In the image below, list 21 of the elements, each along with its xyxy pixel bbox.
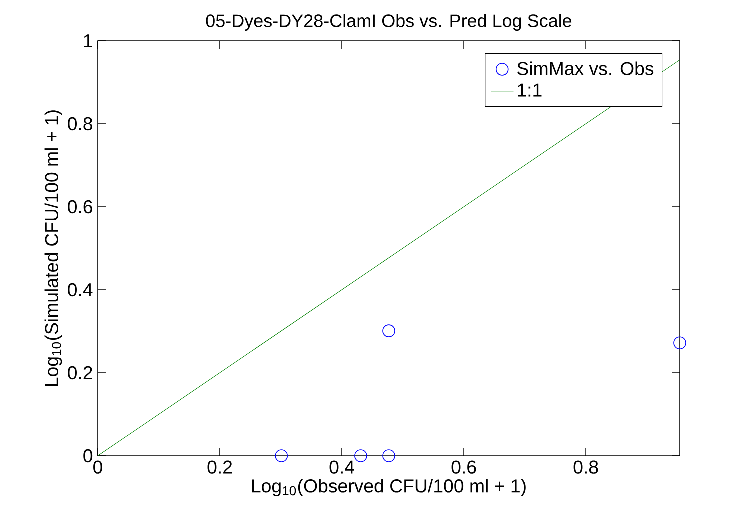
legend-label: 1:1 [518, 84, 542, 97]
y-axis-title: Log$_{10}$(Simulated CFU/100 ml + 1) [44, 110, 62, 386]
point [382, 324, 396, 338]
x-axis-title: Log$_{10}$(Observed CFU/100 ml + 1) [252, 479, 526, 496]
x-tick-label: 0.8 [574, 460, 598, 474]
point [674, 336, 686, 350]
point [275, 450, 288, 462]
y-tick-label: 0.8 [68, 117, 92, 131]
point [354, 450, 368, 462]
x-tick-label: 0.6 [452, 460, 476, 474]
y-tick-label: 0.4 [68, 283, 93, 297]
x-tick-label: 0.4 [330, 460, 354, 474]
chart-title: 05-Dyes-DY28-ClamI Obs vs. Pred Log Scale [206, 14, 572, 31]
y-tick-label: 0 [84, 449, 93, 463]
y-tick-label: 0.6 [68, 200, 92, 214]
y-tick-label: 0.2 [68, 366, 92, 380]
x-tick-label: 0.2 [208, 460, 232, 474]
y-tick-label: 1 [84, 34, 92, 48]
point [382, 450, 396, 462]
legend-label: SimMax vs. Obs [518, 62, 654, 76]
x-tick-label: 0 [94, 460, 102, 474]
